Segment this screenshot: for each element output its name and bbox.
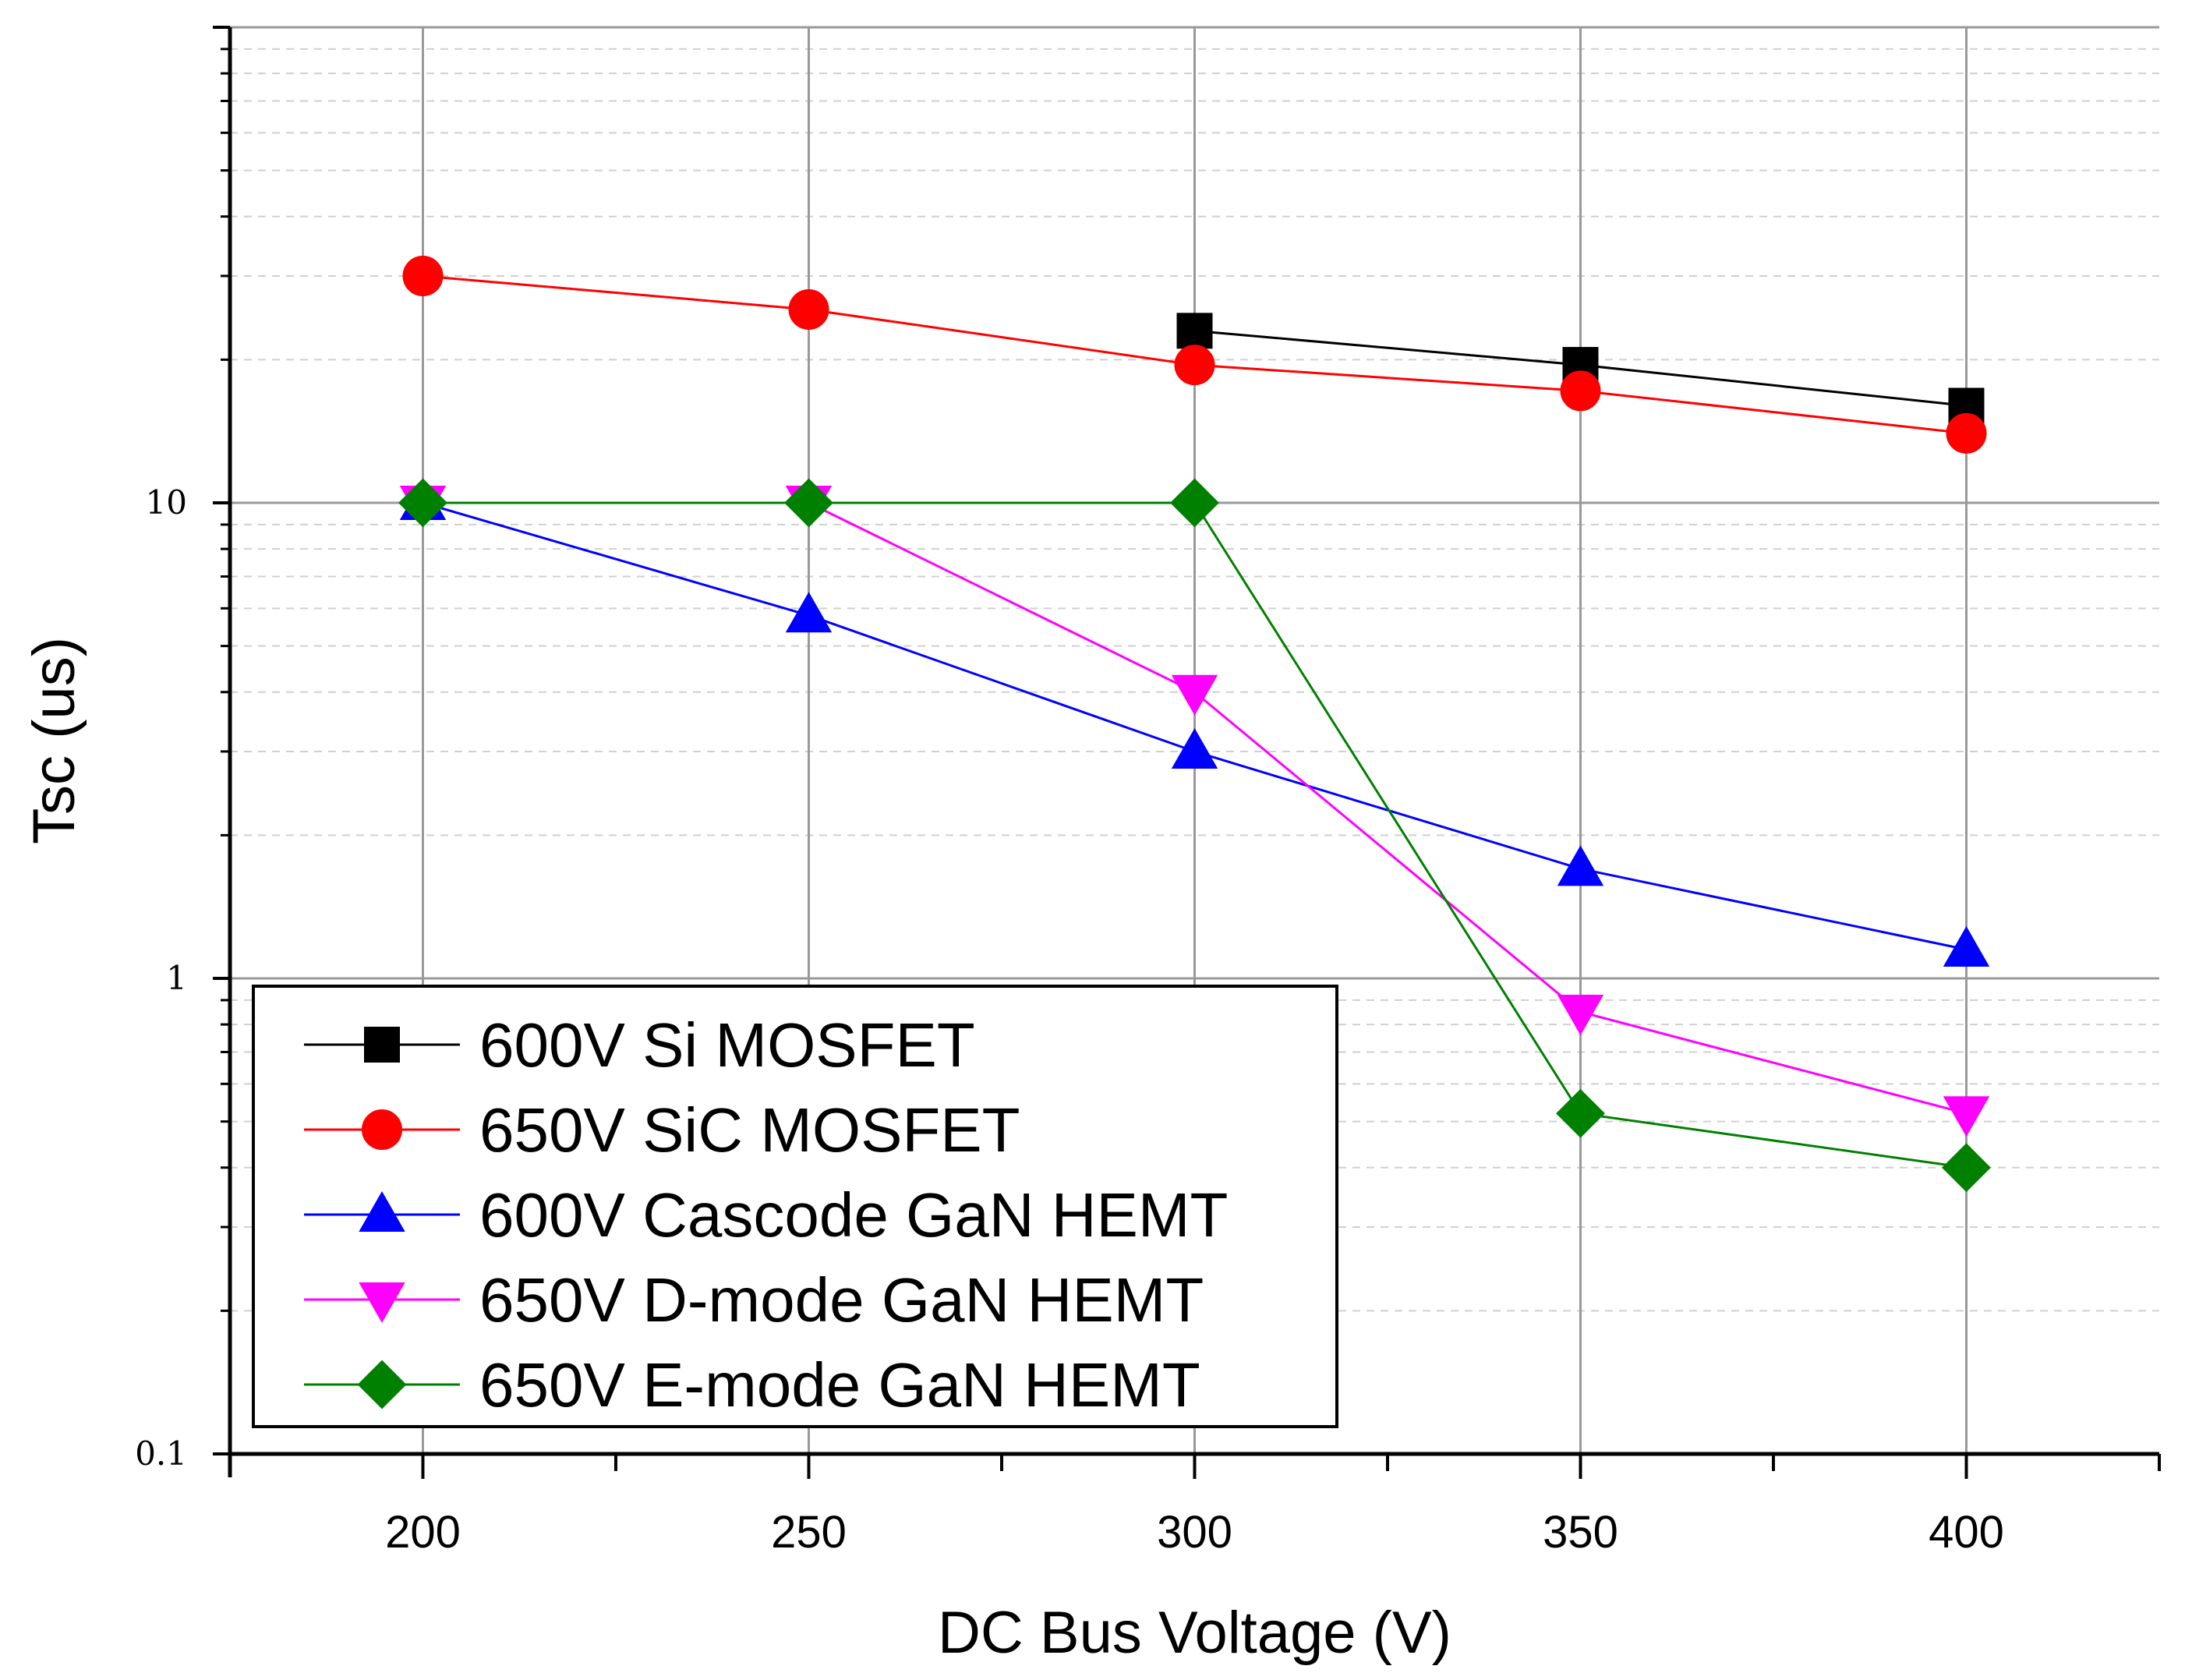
data-point xyxy=(1943,1096,1990,1137)
legend-marker xyxy=(359,1282,405,1324)
legend-entry: 650V SiC MOSFET xyxy=(304,1095,1020,1165)
x-axis-title: DC Bus Voltage (V) xyxy=(938,1600,1451,1666)
data-point xyxy=(1557,845,1604,886)
legend-marker xyxy=(359,1190,405,1232)
legend-label: 650V E-mode GaN HEMT xyxy=(479,1350,1200,1420)
y-tick-label: 0.1 xyxy=(135,1434,187,1473)
legend-marker xyxy=(364,1027,400,1063)
data-point xyxy=(402,255,444,296)
data-point xyxy=(1556,1088,1605,1138)
x-tick-label: 200 xyxy=(385,1507,461,1558)
data-point xyxy=(1171,674,1218,716)
data-point xyxy=(1176,313,1213,349)
legend-marker xyxy=(357,1360,407,1409)
data-point xyxy=(1946,412,1987,454)
x-tick-label: 350 xyxy=(1543,1507,1618,1558)
legend-entry: 650V D-mode GaN HEMT xyxy=(304,1265,1204,1335)
y-tick-label: 10 xyxy=(146,483,187,522)
x-tick-label: 250 xyxy=(771,1507,847,1558)
data-point xyxy=(788,289,829,331)
y-tick-label: 1 xyxy=(166,959,187,997)
legend-entry: 600V Si MOSFET xyxy=(304,1010,975,1080)
legend-label: 600V Cascode GaN HEMT xyxy=(479,1180,1228,1250)
data-point xyxy=(1560,370,1601,412)
y-axis-title: Tsc (us) xyxy=(21,637,87,844)
legend: 600V Si MOSFET 650V SiC MOSFET 600V Cascod… xyxy=(252,985,1338,1428)
data-point xyxy=(1943,925,1990,967)
data-point xyxy=(1557,995,1604,1036)
legend-label: 650V D-mode GaN HEMT xyxy=(479,1265,1204,1335)
data-point xyxy=(1174,345,1215,386)
data-point xyxy=(1942,1143,1991,1193)
legend-entry: 650V E-mode GaN HEMT xyxy=(304,1350,1200,1420)
data-point xyxy=(398,478,447,528)
legend-entry: 600V Cascode GaN HEMT xyxy=(304,1180,1228,1250)
legend-label: 650V SiC MOSFET xyxy=(479,1095,1020,1165)
data-point xyxy=(785,592,833,633)
axes: 0.1 1 10 200 250 300 350 400 xyxy=(135,26,2161,1558)
series-2 xyxy=(402,255,1987,454)
legend-marker xyxy=(362,1109,402,1150)
legend-box xyxy=(252,985,1338,1428)
data-point xyxy=(784,478,833,528)
x-tick-label: 400 xyxy=(1929,1507,2004,1558)
data-point xyxy=(1170,478,1219,528)
series-5 xyxy=(398,478,1991,1193)
series-layer xyxy=(398,255,1991,1193)
x-tick-label: 300 xyxy=(1157,1507,1232,1558)
data-point xyxy=(1171,727,1218,769)
legend-label: 600V Si MOSFET xyxy=(479,1010,975,1080)
